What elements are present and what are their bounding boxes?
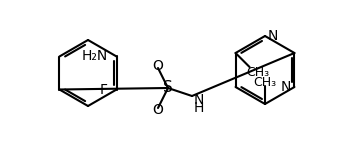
Text: H: H bbox=[194, 101, 204, 115]
Text: O: O bbox=[153, 59, 163, 73]
Text: CH₃: CH₃ bbox=[253, 75, 277, 88]
Text: H₂N: H₂N bbox=[81, 49, 108, 64]
Text: N: N bbox=[268, 29, 278, 43]
Text: N: N bbox=[194, 93, 204, 107]
Text: CH₃: CH₃ bbox=[246, 66, 269, 80]
Text: S: S bbox=[163, 80, 173, 95]
Text: F: F bbox=[99, 82, 108, 97]
Text: O: O bbox=[153, 103, 163, 117]
Text: N: N bbox=[281, 80, 292, 94]
